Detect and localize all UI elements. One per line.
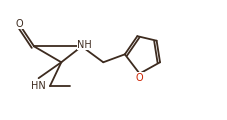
Text: O: O — [136, 73, 143, 83]
Text: O: O — [15, 19, 23, 29]
Text: NH: NH — [77, 40, 92, 50]
Text: HN: HN — [31, 81, 46, 91]
